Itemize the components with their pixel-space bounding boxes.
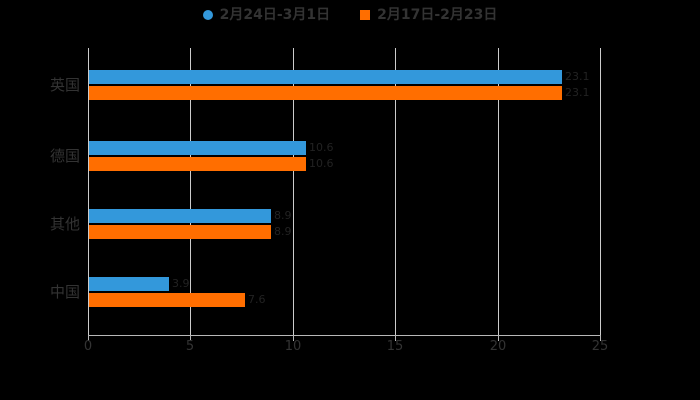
value-label: 23.1: [565, 85, 590, 99]
x-tick-label: 5: [185, 339, 195, 354]
legend-label: 2月17日-2月23日: [377, 7, 498, 23]
legend-item[interactable]: 2月17日-2月23日: [360, 5, 497, 25]
value-label: 23.1: [565, 69, 590, 83]
value-label: 8.9: [274, 224, 292, 238]
x-axis-line: [88, 335, 600, 336]
gridline: [395, 48, 396, 335]
bar-week-current: [89, 208, 271, 223]
x-tick-label: 15: [386, 339, 404, 354]
axis-tick: [395, 335, 396, 341]
axis-tick: [190, 335, 191, 341]
legend-item[interactable]: 2月24日-3月1日: [202, 5, 331, 25]
value-label: 10.6: [309, 156, 334, 170]
y-category-label: 其他: [49, 214, 80, 233]
gridline: [600, 48, 601, 335]
gridline: [293, 48, 294, 335]
legend: 2月24日-3月1日 2月17日-2月23日: [0, 5, 700, 25]
value-label: 10.6: [309, 140, 334, 154]
legend-circle-marker-icon: [202, 10, 213, 20]
axis-tick: [498, 335, 499, 341]
bar-week-previous: [89, 156, 306, 171]
bar-week-previous: [89, 292, 245, 307]
y-category-label: 中国: [49, 282, 80, 301]
bar-week-previous: [89, 85, 562, 100]
value-label: 3.9: [172, 276, 190, 290]
gridline: [190, 48, 191, 335]
gridline: [498, 48, 499, 335]
axis-tick: [88, 335, 89, 341]
axis-tick: [293, 335, 294, 341]
gridline: [88, 48, 89, 335]
bar-week-current: [89, 276, 169, 291]
bar-week-current: [89, 140, 306, 155]
value-label: 7.6: [248, 292, 266, 306]
bar-week-previous: [89, 224, 271, 239]
legend-square-marker-icon: [360, 10, 371, 20]
y-category-label: 英国: [49, 75, 80, 94]
x-tick-label: 25: [591, 339, 609, 354]
y-category-label: 德国: [49, 146, 80, 165]
legend-label: 2月24日-3月1日: [219, 7, 331, 23]
value-label: 8.9: [274, 208, 292, 222]
x-tick-label: 0: [83, 339, 93, 354]
bar-week-current: [89, 69, 562, 84]
axis-tick: [600, 335, 601, 341]
x-tick-label: 20: [489, 339, 507, 354]
x-tick-label: 10: [284, 339, 302, 354]
